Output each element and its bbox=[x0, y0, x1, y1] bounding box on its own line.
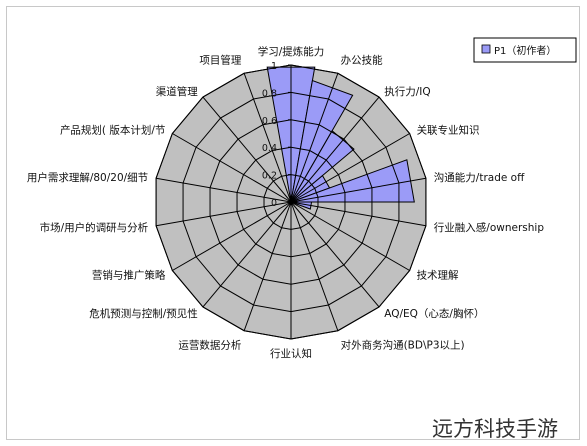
category-label: 学习/提炼能力 bbox=[258, 45, 325, 58]
grid-spoke bbox=[172, 133, 292, 203]
category-label: 执行力/IQ bbox=[384, 85, 430, 98]
category-label: 危机预测与控制/预见性 bbox=[89, 307, 198, 320]
grid-spoke bbox=[290, 133, 410, 203]
legend-series-name: P1（初作者） bbox=[494, 44, 556, 57]
category-label: 沟通能力/trade off bbox=[434, 171, 525, 184]
category-label: 营销与推广策略 bbox=[92, 269, 166, 282]
tick-label: 0.8 bbox=[262, 88, 277, 99]
grid-spoke bbox=[290, 201, 410, 271]
watermark-text: 远方科技手游 bbox=[432, 417, 558, 441]
grid-spoke bbox=[290, 177, 427, 203]
grid-spoke bbox=[290, 201, 339, 331]
grid-spoke bbox=[202, 201, 292, 308]
radial-tick-labels: 0 0.2 0.4 0.6 0.8 1 bbox=[262, 61, 277, 209]
grid-spoke bbox=[172, 201, 292, 271]
grid-spoke bbox=[243, 201, 292, 331]
grid-spoke bbox=[290, 96, 380, 203]
category-label: 行业认知 bbox=[270, 347, 312, 360]
grid-spoke bbox=[155, 177, 292, 203]
category-label: 渠道管理 bbox=[156, 85, 198, 98]
category-label: 关联专业知识 bbox=[417, 124, 480, 137]
category-label: 技术理解 bbox=[417, 269, 459, 282]
grid-spoke bbox=[155, 201, 292, 227]
category-label: 产品规划( 版本计划/节 bbox=[60, 124, 165, 137]
category-label: 市场/用户的调研与分析 bbox=[40, 221, 149, 234]
grid-spoke bbox=[290, 73, 339, 203]
category-label: 行业融入感/ownership bbox=[434, 221, 545, 234]
category-label: 办公技能 bbox=[341, 54, 383, 67]
tick-label: 0.2 bbox=[262, 171, 277, 182]
tick-label: 0 bbox=[271, 198, 277, 209]
grid-spoke bbox=[202, 96, 292, 203]
legend-swatch bbox=[481, 44, 491, 54]
legend-box bbox=[473, 37, 577, 63]
tick-label: 0.4 bbox=[262, 143, 277, 154]
grid-spoke bbox=[243, 73, 292, 203]
grid-spoke bbox=[290, 201, 380, 308]
tick-label: 1 bbox=[271, 61, 277, 72]
category-label: 用户需求理解/80/20/细节 bbox=[27, 171, 148, 184]
category-label: 运营数据分析 bbox=[178, 338, 241, 351]
legend: P1（初作者） bbox=[473, 37, 577, 63]
plot-area bbox=[155, 64, 427, 340]
category-label: AQ/EQ（心态/胸怀） bbox=[384, 307, 484, 320]
category-label: 项目管理 bbox=[199, 54, 241, 67]
tick-label: 0.6 bbox=[262, 116, 277, 127]
grid-spoke bbox=[290, 201, 427, 227]
category-label: 对外商务沟通(BD\P3以上) bbox=[341, 338, 465, 351]
